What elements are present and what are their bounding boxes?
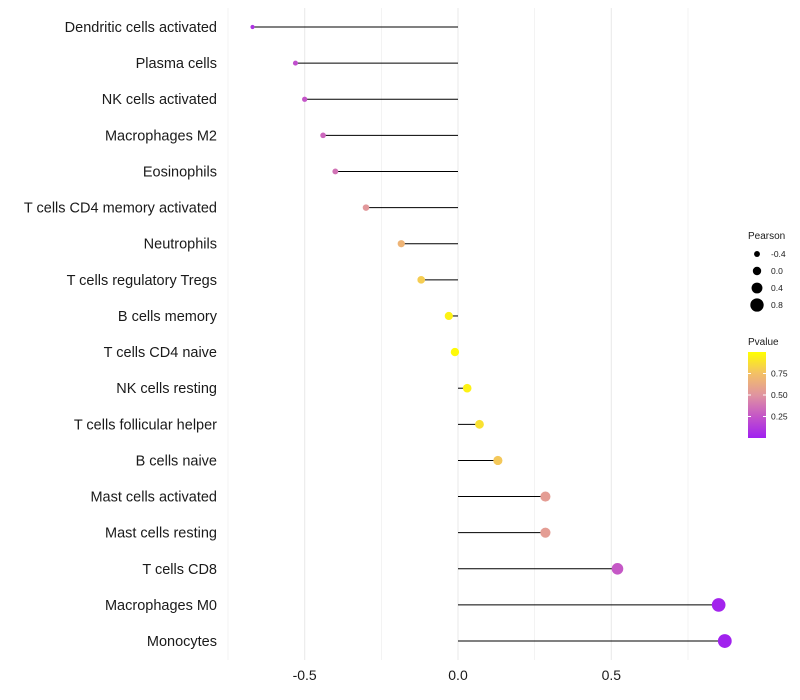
category-label: Neutrophils <box>144 237 217 253</box>
size-legend-label: 0.8 <box>771 300 783 310</box>
lollipop-point <box>332 168 339 175</box>
category-label: NK cells activated <box>102 92 217 108</box>
color-legend: Pvalue 0.75 0.50 0.25 <box>748 337 788 438</box>
color-legend-title: Pvalue <box>748 337 779 348</box>
category-label: T cells CD8 <box>142 562 217 578</box>
lollipop-point <box>450 347 460 357</box>
lollipop-point <box>320 132 326 139</box>
category-label: Mast cells activated <box>90 490 217 506</box>
category-label: B cells memory <box>118 309 218 325</box>
color-legend-label: 0.75 <box>771 369 788 379</box>
category-label: Plasma cells <box>136 56 217 72</box>
lollipop-point <box>397 240 405 248</box>
grid-layer <box>227 8 689 660</box>
size-legend-key <box>754 251 760 257</box>
lollipop-point <box>540 527 551 538</box>
lollipop-point <box>475 419 484 429</box>
x-tick-label: -0.5 <box>293 667 317 683</box>
x-tick-label: 0.0 <box>448 667 468 683</box>
color-legend-label: 0.25 <box>771 412 788 422</box>
lollipop-point <box>493 455 503 466</box>
category-label: Macrophages M2 <box>105 128 217 144</box>
x-axis: -0.5 0.0 0.5 <box>293 667 622 683</box>
lollipop-point <box>302 96 308 102</box>
lollipop-point <box>417 276 426 284</box>
category-label: T cells follicular helper <box>74 417 217 433</box>
size-legend-key <box>750 298 764 312</box>
size-legend: Pearson -0.4 0.0 0.4 0.8 <box>748 231 786 312</box>
lollipop-point <box>611 562 624 575</box>
category-label: T cells CD4 memory activated <box>24 201 217 217</box>
color-legend-bar <box>748 352 766 438</box>
category-label: Monocytes <box>147 634 217 650</box>
lollipop-point <box>540 491 551 502</box>
lollipop-point <box>462 383 472 393</box>
category-label: Macrophages M0 <box>105 598 217 614</box>
segment-layer <box>252 26 725 642</box>
size-legend-title: Pearson <box>748 231 785 242</box>
lollipop-point <box>717 634 732 648</box>
category-label: Eosinophils <box>143 164 217 180</box>
color-legend-label: 0.50 <box>771 390 788 400</box>
category-label: Mast cells resting <box>105 526 217 542</box>
lollipop-point <box>362 204 370 211</box>
category-label: T cells CD4 naive <box>104 345 217 361</box>
x-tick-label: 0.5 <box>602 667 622 683</box>
category-label: NK cells resting <box>116 381 217 397</box>
category-label: Dendritic cells activated <box>65 20 217 36</box>
category-label: B cells naive <box>136 453 217 469</box>
size-legend-key <box>752 266 762 276</box>
category-axis: Dendritic cells activated Plasma cells NK … <box>24 20 218 650</box>
category-label: T cells regulatory Tregs <box>67 273 217 289</box>
lollipop-point <box>292 60 299 66</box>
lollipop-point <box>711 598 726 612</box>
point-layer <box>250 24 732 648</box>
size-legend-label: 0.4 <box>771 283 783 293</box>
lollipop-point <box>250 24 255 30</box>
size-legend-key <box>751 282 763 294</box>
size-legend-label: 0.0 <box>771 266 783 276</box>
lollipop-point <box>444 311 453 321</box>
size-legend-label: -0.4 <box>771 249 786 259</box>
